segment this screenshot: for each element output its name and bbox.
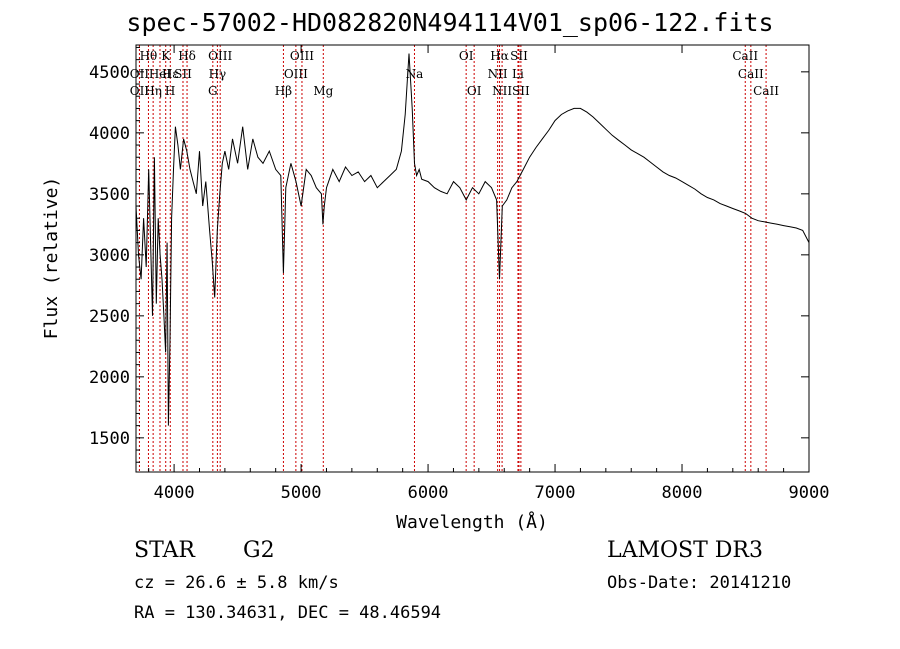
x-axis-label: Wavelength (Å) [396, 511, 548, 533]
spectral-line-label: CaII [753, 84, 779, 98]
y-tick-label: 1500 [89, 429, 130, 449]
spectral-line-label: Hθ [140, 49, 158, 63]
spectral-line-label: Na [406, 67, 424, 81]
spectral-line-label: Mg [313, 84, 333, 98]
x-tick-label: 7000 [535, 483, 576, 503]
spectral-line-label: G [208, 84, 218, 98]
spectral-line-label: OII [130, 67, 150, 81]
spectral-line-label: OIII [290, 49, 314, 63]
y-tick-label: 4500 [89, 63, 130, 83]
observation-date: Obs-Date: 20141210 [607, 573, 792, 593]
y-tick-label: 4000 [89, 124, 130, 144]
survey-name: LAMOST DR3 [607, 538, 763, 563]
plot-frame [135, 44, 810, 473]
spectral-line-label: Hα [490, 49, 509, 63]
spectral-line-label: SII [174, 67, 192, 81]
object-subclass: G2 [243, 538, 275, 563]
spectrum-series-line [135, 53, 810, 426]
line-markers-group [138, 45, 767, 472]
spectral-line-label: OI [459, 49, 474, 63]
spectral-line-label: Hη [144, 84, 162, 98]
spectral-line-label: H [165, 84, 175, 98]
spectral-line-label: Hβ [275, 84, 292, 98]
spectral-line-label: NII [488, 67, 508, 81]
spectral-line-label: OII [130, 84, 150, 98]
spectral-line-label: Hε [162, 67, 179, 81]
x-tick-label: 6000 [408, 483, 449, 503]
ra-dec-coordinates: RA = 130.34631, DEC = 48.46594 [134, 603, 442, 623]
spectral-line-label: OIII [284, 67, 308, 81]
spectral-line-label: CaII [738, 67, 764, 81]
x-tick-label: 9000 [789, 483, 830, 503]
spectral-line-label: Li [512, 67, 524, 81]
y-tick-label: 2000 [89, 368, 130, 388]
spectral-line-label: OI [467, 84, 482, 98]
object-type: STAR [134, 538, 195, 563]
y-axis-label: Flux (relative) [41, 177, 62, 340]
spectral-line-label: HeI [149, 67, 172, 81]
x-tick-label: 5000 [281, 483, 322, 503]
spectral-line-label: OIII [208, 49, 232, 63]
spectral-line-label: K [161, 49, 171, 63]
spectral-line-label: SII [510, 49, 528, 63]
spectral-line-label: NII [492, 84, 512, 98]
spectral-line-label: Hγ [209, 67, 227, 81]
y-tick-label: 2500 [89, 307, 130, 327]
spectral-line-label: Hδ [178, 49, 196, 63]
chart-title: spec-57002-HD082820N494114V01_sp06-122.f… [126, 8, 774, 37]
spectral-line-label: CaII [732, 49, 758, 63]
axes-group: 4000 5000 6000 7000 8000 9000 1500 2000 2500 3000… [89, 45, 829, 503]
y-tick-label: 3000 [89, 246, 130, 266]
x-tick-label: 4000 [154, 483, 195, 503]
spectral-line-label: SII [512, 84, 530, 98]
x-tick-label: 8000 [662, 483, 703, 503]
redshift-cz: cz = 26.6 ± 5.8 km/s [134, 573, 339, 593]
y-tick-label: 3500 [89, 185, 130, 205]
